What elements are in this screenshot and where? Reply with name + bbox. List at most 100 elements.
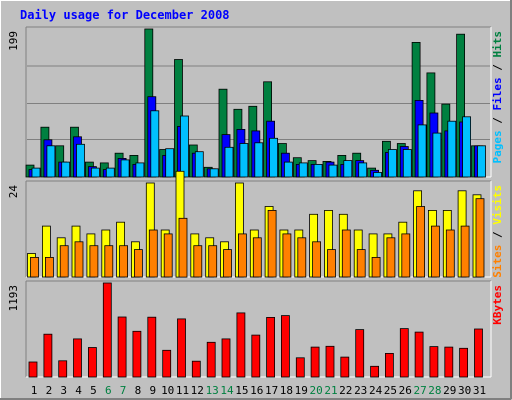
legend-entry: KBytes [491, 285, 504, 325]
bar-kbytes-day-13 [206, 341, 216, 378]
bar-sites-day-20 [312, 241, 322, 278]
x-tick-label: 5 [90, 384, 97, 397]
bar-sites-day-10 [163, 233, 173, 278]
bar-kbytes-day-15 [236, 312, 246, 378]
bar-kbytes-day-12 [191, 360, 201, 378]
bar-kbytes-day-1 [28, 361, 38, 378]
bar-kbytes-day-23 [355, 329, 365, 378]
x-tick-label: 28 [428, 384, 441, 397]
bar-pages-day-25 [387, 149, 397, 178]
bar-kbytes-day-19 [295, 357, 305, 378]
bar-sites-day-15 [237, 233, 247, 278]
bar-sites-day-8 [133, 249, 143, 278]
x-tick-label: 10 [161, 384, 174, 397]
bar-kbytes-day-11 [177, 318, 186, 378]
bar-sites-day-24 [371, 256, 381, 278]
x-tick-label: 16 [250, 384, 263, 397]
bar-pages-day-13 [209, 168, 219, 178]
bar-kbytes-day-24 [370, 365, 380, 378]
bar-kbytes-day-5 [88, 347, 97, 378]
x-tick-label: 31 [473, 384, 486, 397]
bar-pages-day-3 [61, 161, 71, 178]
bar-sites-day-1 [30, 256, 39, 278]
bar-sites-day-21 [327, 249, 336, 278]
bar-sites-day-29 [445, 229, 455, 278]
bar-sites-day-11 [178, 217, 188, 278]
bar-kbytes-day-22 [340, 356, 350, 378]
bar-kbytes-day-14 [221, 338, 231, 378]
bar-kbytes-day-4 [73, 338, 82, 378]
bar-pages-day-6 [105, 167, 115, 178]
bar-sites-day-13 [208, 245, 218, 278]
bar-kbytes-day-2 [43, 333, 53, 378]
x-tick-label: 1 [31, 384, 38, 397]
bar-pages-day-22 [343, 160, 353, 178]
bar-kbytes-day-6 [102, 282, 112, 378]
bar-kbytes-day-25 [384, 352, 394, 378]
bar-pages-day-15 [239, 143, 249, 178]
x-tick-label: 8 [135, 384, 142, 397]
bar-kbytes-day-18 [280, 315, 290, 378]
panel-mid: 24 Sites / Visits [7, 170, 504, 278]
panel-bot-legend: KBytes [491, 285, 504, 325]
panels-layer: 199 Pages / Files / Hits 24 Sites / Visits 1… [7, 26, 504, 378]
legend-entry: Pages [491, 130, 504, 163]
bar-kbytes-day-26 [399, 328, 409, 378]
x-tick-label: 19 [295, 384, 308, 397]
panel-top-max-label: 199 [7, 31, 20, 51]
legend-entry: Hits [491, 31, 504, 58]
bar-pages-day-20 [313, 163, 323, 178]
bar-sites-day-7 [119, 245, 128, 278]
bar-sites-day-25 [386, 237, 396, 278]
bar-sites-day-30 [460, 225, 470, 278]
bar-kbytes-day-21 [325, 345, 335, 378]
x-tick-label: 9 [149, 384, 156, 397]
x-tick-label: 24 [369, 384, 383, 397]
bar-pages-day-31 [477, 145, 486, 178]
panel-mid-legend: Sites / Visits [491, 185, 504, 278]
bar-pages-day-4 [76, 143, 85, 178]
x-tick-label: 7 [120, 384, 127, 397]
bar-sites-day-22 [341, 229, 351, 278]
bar-kbytes-day-28 [429, 346, 439, 378]
bar-sites-day-31 [475, 198, 485, 278]
x-tick-label: 20 [309, 384, 322, 397]
bar-sites-day-28 [430, 225, 440, 278]
panel-mid-max-label: 24 [7, 185, 20, 199]
bar-sites-day-18 [282, 233, 292, 278]
x-tick-label: 11 [176, 384, 189, 397]
bar-sites-day-27 [416, 206, 426, 278]
x-tick-label: 17 [265, 384, 278, 397]
bar-pages-day-27 [417, 124, 427, 178]
bar-sites-day-17 [267, 209, 277, 278]
bar-pages-day-21 [328, 164, 338, 178]
x-tick-label: 13 [206, 384, 219, 397]
panel-top: 199 Pages / Files / Hits [7, 26, 504, 178]
legend-entry: / [491, 58, 504, 78]
bar-pages-day-19 [298, 162, 308, 178]
bar-sites-day-5 [89, 245, 99, 278]
bar-pages-day-24 [373, 172, 383, 178]
bar-kbytes-day-27 [414, 331, 424, 378]
panel-bot-max-label: 1193 [7, 285, 20, 312]
bar-sites-day-19 [297, 237, 307, 278]
bar-kbytes-day-31 [474, 328, 483, 378]
x-tick-label: 23 [354, 384, 367, 397]
legend-entry: Visits [491, 185, 504, 225]
bar-pages-day-9 [150, 110, 160, 178]
bar-kbytes-day-7 [117, 316, 127, 378]
bar-pages-day-7 [120, 159, 130, 178]
x-tick-label: 2 [46, 384, 53, 397]
bar-sites-day-2 [45, 256, 54, 278]
bar-pages-day-1 [31, 167, 41, 178]
x-tick-label: 14 [220, 384, 234, 397]
bar-pages-day-11 [180, 115, 189, 178]
bar-pages-day-17 [269, 137, 279, 178]
panel-top-legend: Pages / Files / Hits [491, 31, 504, 164]
legend-entry: / [491, 111, 504, 131]
bar-pages-day-2 [46, 145, 56, 178]
bar-sites-day-4 [74, 241, 84, 278]
bar-kbytes-day-3 [58, 360, 68, 378]
